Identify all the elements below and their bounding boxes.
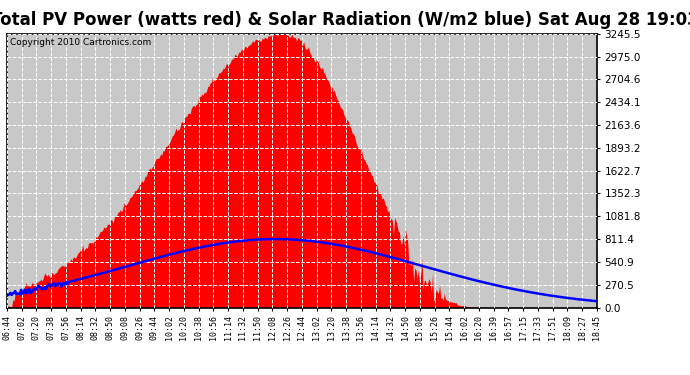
Text: Copyright 2010 Cartronics.com: Copyright 2010 Cartronics.com: [10, 38, 151, 47]
Text: Total PV Power (watts red) & Solar Radiation (W/m2 blue) Sat Aug 28 19:03: Total PV Power (watts red) & Solar Radia…: [0, 11, 690, 29]
